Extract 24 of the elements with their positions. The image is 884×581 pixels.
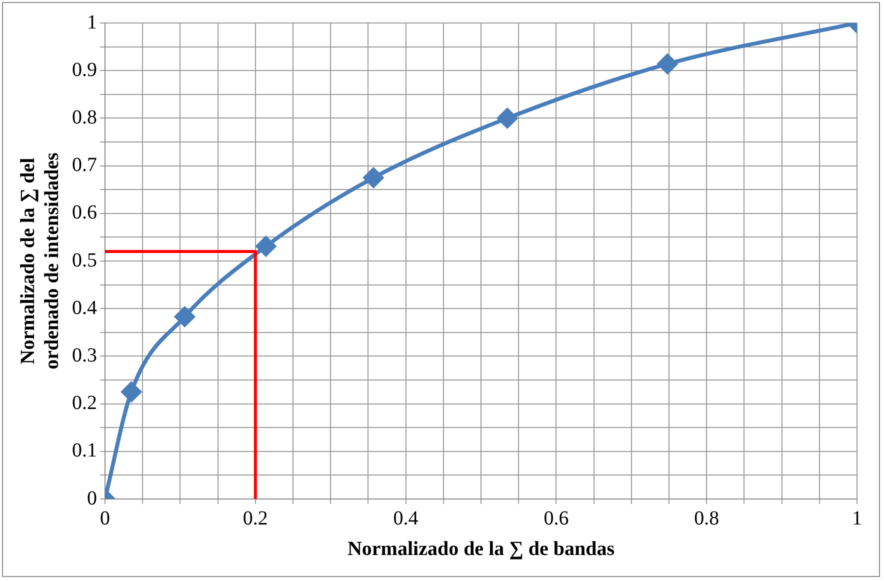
x-tick-label: 0.2 — [242, 507, 268, 530]
y-tick-label: 0.4 — [72, 296, 97, 319]
y-tick-label: 0.9 — [72, 58, 97, 81]
x-axis-title: Normalizado de la ∑ de bandas — [347, 538, 615, 560]
y-tick-label: 0.2 — [72, 392, 97, 414]
y-axis-title: Normalizado de la ∑ del ordenado de intensidades — [17, 152, 64, 370]
point — [256, 236, 276, 256]
point — [497, 108, 518, 128]
point — [363, 168, 384, 188]
y-tick-label: 0.5 — [72, 249, 97, 272]
x-tick-label: 0.8 — [694, 507, 720, 530]
x-tick-label: 0.6 — [544, 507, 569, 530]
x-tick-label: 0.4 — [393, 507, 418, 530]
y-tick-label: 0 — [87, 487, 97, 510]
y-tick-label: 1 — [87, 11, 97, 34]
point — [174, 306, 195, 327]
y-tick-label: 0.1 — [72, 440, 97, 462]
x-tick-label: 1 — [852, 507, 862, 530]
y-tick-label: 0.8 — [72, 106, 97, 128]
y-tick-label: 0.6 — [72, 202, 97, 224]
y-tick-label: 0.3 — [72, 344, 97, 366]
y-tick-label: 0.7 — [72, 154, 97, 176]
point — [121, 382, 142, 402]
point — [657, 54, 678, 74]
